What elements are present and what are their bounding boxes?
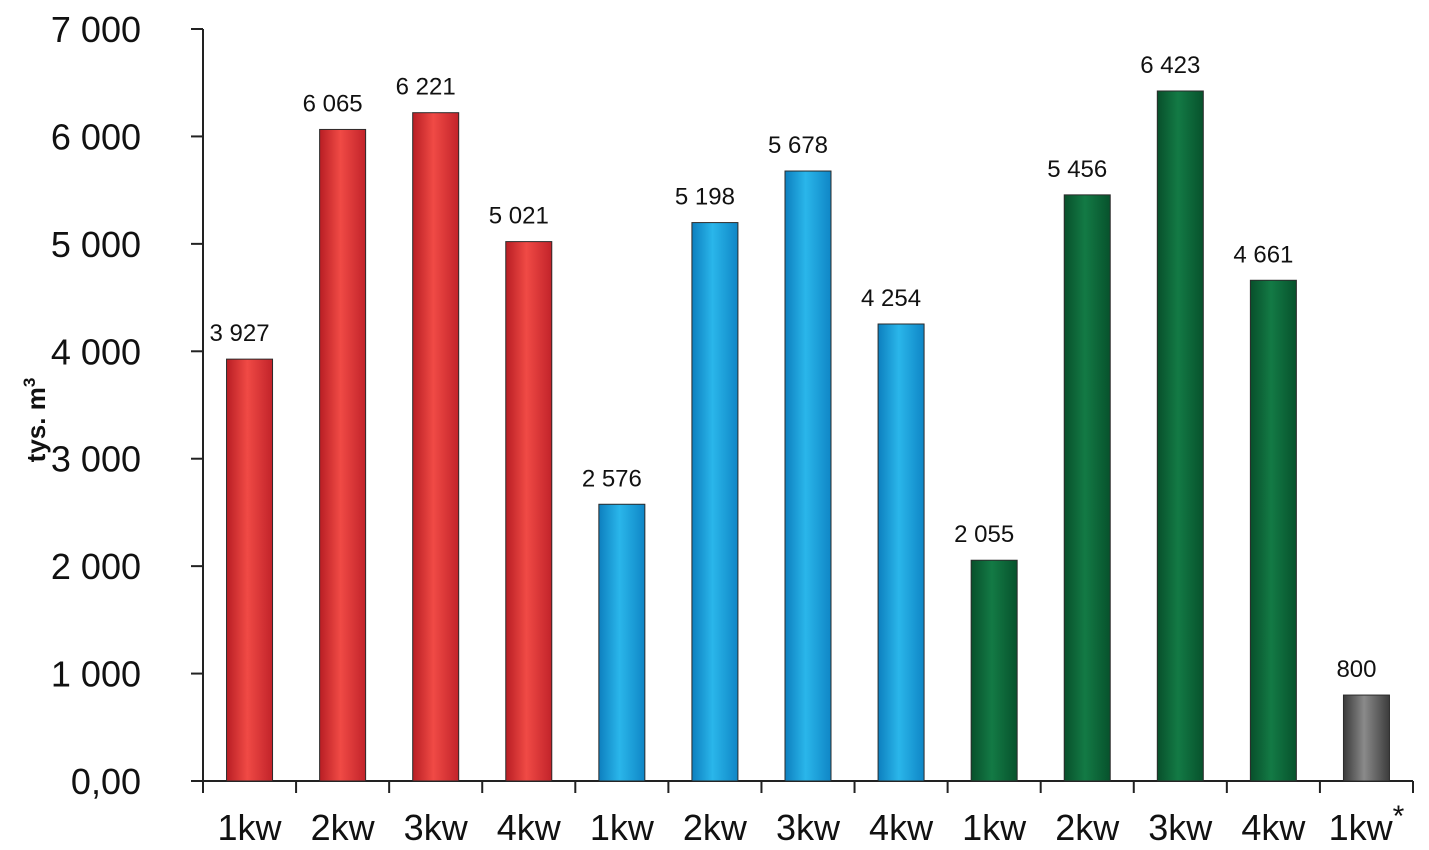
bar [412,112,460,782]
bar [505,241,553,782]
bar [598,503,646,782]
data-label: 5 678 [768,132,828,159]
x-tick-label: 4kw [1241,807,1306,848]
axes: 0,00 1 000 2 000 3 000 4 000 5 000 6 000 7 000 1… [51,9,1414,848]
y-tick-label: 6 000 [51,116,141,157]
y-tick-label: 0,00 [71,761,141,802]
data-label: 2 055 [954,521,1014,548]
y-tick-label: 4 000 [51,331,141,372]
data-label: 5 021 [489,203,549,230]
x-tick-label: 1kw [590,807,655,848]
data-label: 6 423 [1140,52,1200,79]
x-tick-label: 2kw [683,807,748,848]
data-label: 800 [1336,656,1376,683]
y-tick-label: 7 000 [51,9,141,50]
bar [1249,279,1297,782]
y-tick-label: 2 000 [51,546,141,587]
data-label: 3 927 [210,320,270,347]
x-tick-label: 2kw [1055,807,1120,848]
x-tick-label: 2kw [311,807,376,848]
x-tick-label: 1kw* [1329,800,1405,848]
bar [970,559,1018,782]
bar [691,222,739,782]
x-tick-label: 4kw [869,807,934,848]
x-tick-label: 3kw [404,807,469,848]
bar [877,323,925,782]
data-label: 4 661 [1233,241,1293,268]
data-labels: 3 927 6 065 6 221 5 021 2 576 5 198 5 678 4 254… [210,52,1377,683]
x-tick-label: 4kw [497,807,562,848]
x-tick-label: 3kw [776,807,841,848]
x-tick-label: 1kw [962,807,1027,848]
y-tick-label: 1 000 [51,654,141,695]
data-label: 6 221 [396,74,456,101]
bar [319,128,367,782]
bar [784,170,832,782]
bars [226,90,1390,782]
data-label: 6 065 [303,90,363,117]
y-tick-label: 3 000 [51,439,141,480]
data-label: 5 456 [1047,156,1107,183]
bar [1156,90,1204,782]
y-tick-label: 5 000 [51,224,141,265]
y-axis-label-text: tys. m [21,387,51,462]
data-label: 4 254 [861,285,921,312]
bar [1063,194,1111,782]
data-label: 5 198 [675,184,735,211]
bar [226,358,274,782]
x-tick-label: 3kw [1148,807,1213,848]
x-tick-label: 1kw [218,807,283,848]
data-label: 2 576 [582,465,642,492]
bar [1342,694,1390,782]
y-axis-label-superscript: 3 [20,378,39,387]
x-tick-footnote-mark: * [1393,800,1405,833]
y-axis-label: tys. m3 [20,378,51,463]
